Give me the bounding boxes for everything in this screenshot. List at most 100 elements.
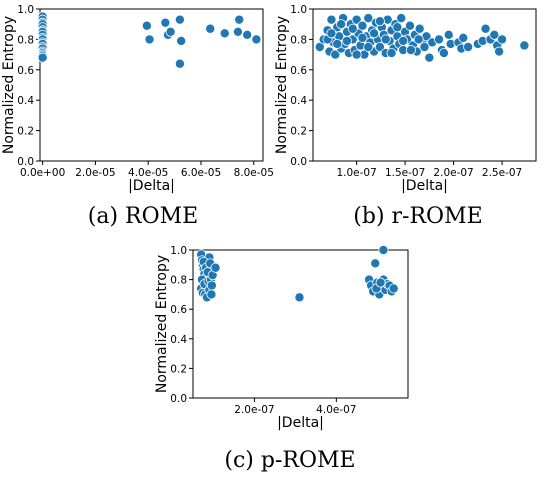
- data-point: [174, 14, 185, 25]
- data-point: [519, 40, 530, 51]
- y-tick-label: 0.2: [17, 126, 34, 138]
- y-tick-label: 0.2: [170, 363, 187, 375]
- data-point: [165, 26, 176, 37]
- data-point: [392, 22, 403, 33]
- data-point: [438, 48, 449, 59]
- y-axis-label: Normalized Entropy: [1, 16, 17, 154]
- data-point: [351, 49, 362, 60]
- data-point: [357, 32, 368, 43]
- data-point: [386, 48, 397, 59]
- data-point: [497, 34, 508, 45]
- y-tick-label: 0.8: [290, 34, 307, 46]
- data-point: [443, 29, 454, 40]
- data-point: [378, 244, 389, 255]
- x-tick-label: 4.0e-05: [128, 167, 168, 179]
- x-tick-label: 1.5e-07: [385, 167, 425, 179]
- x-axis-label: |Delta|: [277, 415, 324, 431]
- data-point: [480, 23, 491, 34]
- data-point: [369, 28, 380, 39]
- data-point: [234, 14, 245, 25]
- data-point: [374, 16, 385, 27]
- y-tick-label: 0.8: [170, 275, 187, 287]
- y-tick-label: 1.0: [290, 4, 307, 16]
- data-point: [489, 29, 500, 40]
- data-point: [463, 42, 474, 53]
- data-point: [357, 20, 368, 31]
- y-tick-label: 0.0: [290, 156, 307, 168]
- data-point: [251, 34, 262, 45]
- data-point: [374, 42, 385, 53]
- plot-frame: [312, 8, 537, 162]
- data-point: [326, 28, 337, 39]
- y-tick-label: 0.6: [290, 65, 307, 77]
- data-point: [205, 23, 216, 34]
- x-axis-label: |Delta|: [401, 178, 448, 194]
- panel-b-r-rome: 1.0e-07 1.5e-07 2.0e-07 2.5e-07 0.0 0.2 0.4 0.6…: [274, 4, 537, 229]
- data-point: [380, 34, 391, 45]
- data-point: [351, 14, 362, 25]
- y-tick-label: 0.2: [290, 126, 307, 138]
- x-tick-label: 2.0e-07: [234, 404, 274, 416]
- data-point: [404, 20, 415, 31]
- x-tick-label: 2.0e-07: [433, 167, 473, 179]
- data-point: [363, 13, 374, 24]
- panel-c-p-rome: 2.0e-07 4.0e-07 0.0 0.2 0.4 0.6 0.8 1.0 |Delta| N…: [154, 244, 409, 473]
- data-point: [341, 35, 352, 46]
- data-point: [176, 35, 187, 46]
- data-point: [458, 32, 469, 43]
- y-tick-label: 0.4: [170, 334, 187, 346]
- data-point: [413, 34, 424, 45]
- data-point: [294, 292, 305, 303]
- panel-caption: (a) ROME: [88, 204, 198, 229]
- y-tick-label: 0.4: [290, 95, 307, 107]
- data-point: [363, 42, 374, 53]
- data-point: [242, 29, 253, 40]
- data-point: [326, 14, 337, 25]
- x-tick-label: 4.0e-07: [316, 404, 356, 416]
- data-point: [370, 258, 381, 269]
- x-tick-label: 2.0e-05: [75, 167, 115, 179]
- data-point: [37, 52, 48, 63]
- x-axis-label: |Delta|: [128, 178, 175, 194]
- y-tick-label: 0.0: [17, 156, 34, 168]
- data-point: [206, 289, 217, 300]
- data-point: [414, 23, 425, 34]
- data-point: [330, 49, 341, 60]
- data-point: [174, 58, 185, 69]
- data-point: [424, 52, 435, 63]
- data-point: [141, 20, 152, 31]
- data-point: [336, 19, 347, 30]
- x-tick-label: 2.5e-07: [482, 167, 522, 179]
- y-tick-label: 1.0: [170, 245, 187, 257]
- x-tick-label: 6.0e-05: [181, 167, 221, 179]
- plot-frame: [39, 8, 264, 162]
- x-tick-label: 1.0e-07: [336, 167, 376, 179]
- x-tick-label: 0.0e+00: [20, 167, 65, 179]
- data-point: [206, 280, 217, 291]
- y-tick-label: 0.0: [170, 393, 187, 405]
- data-point: [232, 26, 243, 37]
- panel-caption: (c) p-ROME: [224, 448, 355, 473]
- data-point: [375, 277, 386, 288]
- data-point: [219, 28, 230, 39]
- panel-a-rome: 0.0e+00 2.0e-05 4.0e-05 6.0e-05 8.0e-05 0.0 0.…: [1, 4, 274, 229]
- y-axis-label: Normalized Entropy: [274, 16, 290, 154]
- data-point: [388, 283, 399, 294]
- y-tick-label: 0.8: [17, 34, 34, 46]
- y-tick-label: 1.0: [17, 4, 34, 16]
- y-tick-label: 0.6: [170, 304, 187, 316]
- data-point: [405, 45, 416, 56]
- data-point: [144, 34, 155, 45]
- data-point: [419, 42, 430, 53]
- plot-frame: [192, 249, 409, 399]
- y-tick-label: 0.4: [17, 95, 34, 107]
- data-point: [396, 13, 407, 24]
- data-point: [332, 38, 343, 49]
- y-tick-label: 0.6: [17, 65, 34, 77]
- x-tick-label: 8.0e-05: [234, 167, 274, 179]
- data-point: [347, 23, 358, 34]
- data-point: [160, 17, 171, 28]
- data-point: [494, 46, 505, 57]
- panel-caption: (b) r-ROME: [353, 204, 482, 229]
